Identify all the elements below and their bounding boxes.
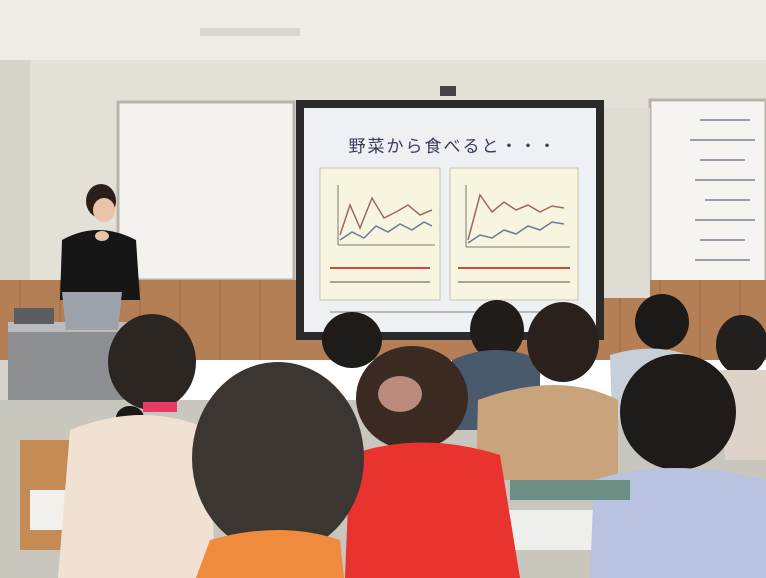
projector bbox=[440, 86, 456, 96]
left-whiteboard bbox=[116, 100, 296, 282]
audience-front-row bbox=[192, 346, 766, 578]
ceiling-light bbox=[200, 28, 300, 36]
slide-title: 野菜から食べると・・・ bbox=[348, 137, 558, 157]
chart-right-line-b bbox=[467, 221, 565, 244]
ceiling bbox=[0, 0, 766, 60]
audience-middle-row bbox=[58, 302, 618, 578]
whiteboard-writing bbox=[690, 119, 755, 261]
laptop bbox=[62, 292, 122, 330]
chart-left-line-a bbox=[339, 196, 433, 236]
speaker bbox=[60, 184, 140, 300]
chart-right-line-a bbox=[467, 193, 565, 241]
slide-chart-right bbox=[449, 167, 579, 301]
equipment bbox=[14, 308, 54, 324]
chart-left-line-b bbox=[339, 221, 433, 241]
wall-panel-right bbox=[604, 108, 650, 298]
